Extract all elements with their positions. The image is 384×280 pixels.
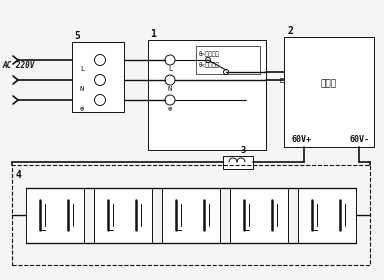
Text: L: L bbox=[80, 66, 84, 72]
Circle shape bbox=[205, 57, 210, 62]
Circle shape bbox=[165, 95, 175, 105]
Text: AC 220V: AC 220V bbox=[2, 60, 35, 69]
Text: 1: 1 bbox=[150, 29, 156, 39]
Text: 2: 2 bbox=[288, 26, 294, 36]
Circle shape bbox=[94, 74, 106, 85]
Bar bbox=[162, 188, 220, 242]
Bar bbox=[196, 46, 260, 74]
Text: N: N bbox=[80, 86, 84, 92]
Text: 60V+: 60V+ bbox=[292, 134, 312, 143]
Bar bbox=[148, 40, 266, 150]
Bar bbox=[72, 42, 124, 112]
Text: θ>Ⅱ℃断开: θ>Ⅱ℃断开 bbox=[199, 51, 220, 57]
Bar bbox=[280, 78, 284, 82]
Circle shape bbox=[223, 69, 228, 74]
Circle shape bbox=[165, 55, 175, 65]
Bar bbox=[12, 165, 370, 265]
Text: θ<Ⅰ℃关合: θ<Ⅰ℃关合 bbox=[199, 62, 220, 68]
Bar bbox=[94, 188, 152, 242]
Circle shape bbox=[94, 95, 106, 106]
Text: L: L bbox=[168, 66, 172, 72]
Text: N: N bbox=[168, 86, 172, 92]
Bar bbox=[26, 188, 84, 242]
Bar bbox=[230, 188, 288, 242]
Text: 充电器: 充电器 bbox=[321, 80, 337, 88]
Circle shape bbox=[94, 55, 106, 66]
Circle shape bbox=[165, 75, 175, 85]
Text: 3: 3 bbox=[240, 146, 245, 155]
Bar bbox=[284, 37, 374, 147]
Text: 4: 4 bbox=[16, 170, 22, 180]
Text: 60V-: 60V- bbox=[349, 134, 369, 143]
Text: ⊕: ⊕ bbox=[80, 106, 84, 112]
Text: ⊕: ⊕ bbox=[168, 106, 172, 112]
Text: 5: 5 bbox=[74, 31, 80, 41]
Bar bbox=[223, 155, 253, 169]
Bar bbox=[298, 188, 356, 242]
